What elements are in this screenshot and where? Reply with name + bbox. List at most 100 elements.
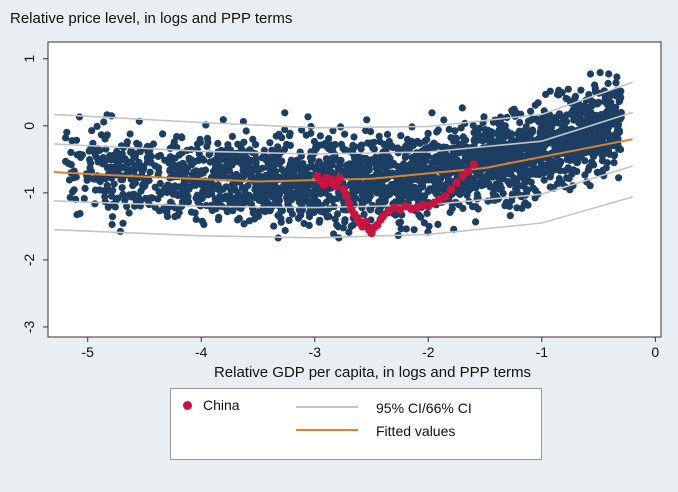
- y-tick-label: 0: [21, 122, 37, 130]
- world-point: [418, 158, 426, 166]
- world-point: [287, 157, 295, 166]
- world-point: [522, 160, 530, 168]
- world-point: [126, 130, 134, 138]
- world-point: [298, 126, 306, 134]
- world-point: [538, 127, 547, 135]
- world-point: [119, 190, 127, 198]
- world-point: [516, 172, 525, 180]
- world-point: [211, 172, 219, 181]
- china-point: [458, 171, 467, 181]
- world-point: [341, 218, 349, 226]
- world-point: [508, 149, 516, 158]
- world-point: [569, 166, 578, 174]
- world-point: [554, 119, 563, 127]
- world-point: [204, 179, 212, 187]
- y-tick-label: 1: [21, 55, 37, 63]
- world-point: [515, 165, 523, 174]
- legend-ci-line: [296, 406, 358, 408]
- china-point: [446, 185, 456, 194]
- world-point: [508, 107, 516, 115]
- world-point: [242, 168, 250, 177]
- world-point: [584, 132, 592, 141]
- world-point: [277, 214, 285, 222]
- world-point: [399, 176, 407, 184]
- world-point: [188, 161, 196, 169]
- world-point: [542, 90, 550, 99]
- world-point: [496, 134, 504, 142]
- world-point: [487, 171, 495, 180]
- world-point: [144, 148, 152, 156]
- world-point: [135, 158, 143, 166]
- world-point: [76, 210, 84, 218]
- world-point: [458, 161, 466, 169]
- world-point: [118, 184, 126, 192]
- world-point: [552, 113, 560, 121]
- world-point: [601, 149, 609, 157]
- world-point: [229, 207, 237, 215]
- world-point: [383, 130, 392, 138]
- world-point: [331, 215, 339, 223]
- world-point: [615, 174, 623, 182]
- world-point: [597, 111, 605, 119]
- y-tick-label: -1: [21, 186, 37, 199]
- world-point: [457, 124, 465, 132]
- world-point: [469, 203, 477, 211]
- world-point: [123, 138, 131, 146]
- world-point: [396, 218, 405, 226]
- world-point: [240, 220, 248, 228]
- world-point: [72, 173, 80, 181]
- world-point: [415, 186, 423, 194]
- world-point: [473, 195, 481, 203]
- world-point: [156, 151, 165, 160]
- ci-curve-2: [53, 165, 633, 209]
- world-point: [547, 165, 555, 173]
- world-point: [603, 130, 611, 138]
- world-point: [205, 150, 213, 159]
- world-point: [159, 130, 167, 138]
- world-point: [574, 140, 582, 148]
- world-point: [428, 109, 436, 117]
- world-point: [107, 156, 115, 164]
- world-point: [547, 123, 556, 131]
- world-point: [423, 209, 431, 217]
- world-point: [307, 122, 315, 131]
- world-point: [329, 143, 337, 151]
- world-point: [266, 139, 274, 147]
- world-point: [108, 213, 117, 221]
- world-point: [389, 143, 397, 152]
- world-point: [558, 179, 566, 187]
- world-point: [317, 207, 325, 216]
- world-point: [224, 141, 232, 149]
- world-point: [604, 79, 612, 87]
- world-point: [603, 159, 611, 167]
- world-point: [109, 166, 118, 174]
- world-point: [274, 234, 282, 242]
- ci-curve-0: [53, 81, 633, 129]
- world-point: [293, 178, 301, 186]
- world-point: [275, 130, 283, 138]
- world-point: [540, 176, 548, 184]
- world-point: [255, 192, 264, 200]
- world-point: [556, 157, 564, 165]
- china-point: [335, 173, 344, 183]
- world-point: [295, 191, 303, 200]
- world-point: [129, 151, 137, 159]
- world-point: [94, 158, 102, 166]
- world-point: [281, 226, 289, 235]
- world-point: [527, 116, 535, 124]
- world-point: [348, 184, 357, 192]
- world-point: [398, 190, 406, 198]
- world-point: [107, 174, 115, 182]
- world-point: [203, 187, 211, 195]
- world-point: [214, 139, 222, 148]
- legend-china-marker: [183, 401, 192, 410]
- world-point: [488, 196, 496, 204]
- world-point: [538, 116, 546, 124]
- world-point: [613, 73, 621, 81]
- world-point: [325, 135, 333, 143]
- x-axis-label: Relative GDP per capita, in logs and PPP…: [214, 364, 531, 381]
- world-point: [339, 224, 347, 232]
- x-tick-label: -5: [82, 344, 95, 360]
- world-point: [119, 176, 127, 184]
- world-point: [424, 130, 432, 138]
